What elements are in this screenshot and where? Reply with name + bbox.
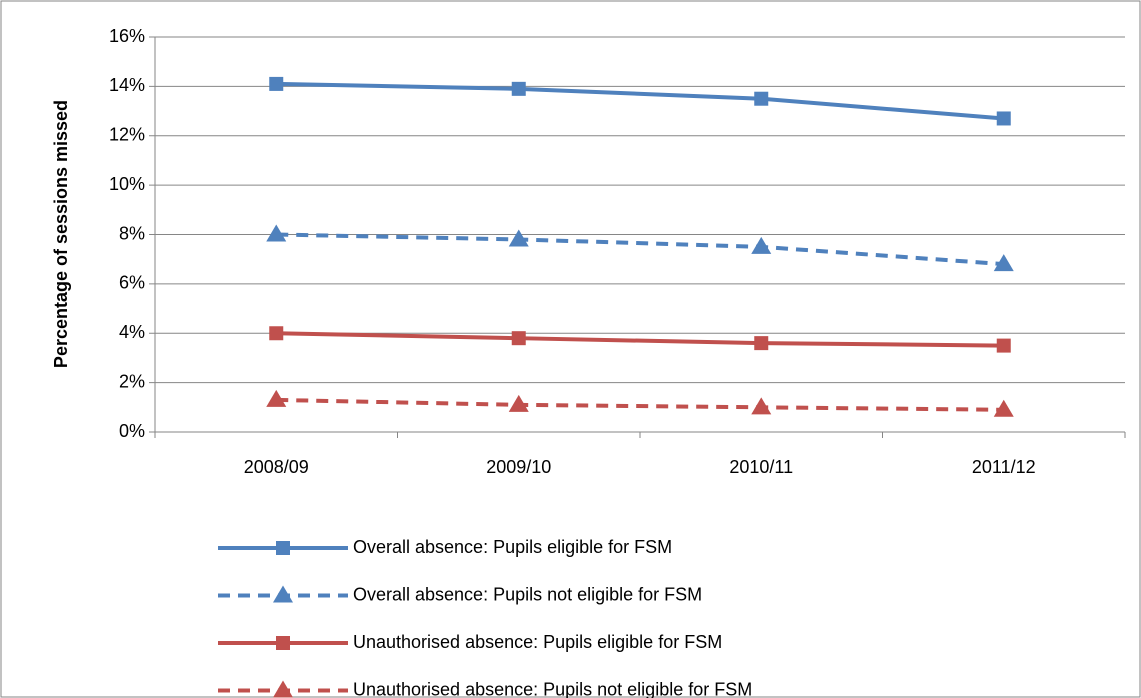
legend-label: Overall absence: Pupils eligible for FSM xyxy=(353,537,672,557)
y-tick-label: 2% xyxy=(119,371,145,391)
marker xyxy=(276,636,290,650)
marker xyxy=(269,326,284,341)
x-tick-label: 2008/09 xyxy=(244,457,309,477)
y-tick-label: 6% xyxy=(119,273,145,293)
marker xyxy=(511,81,526,96)
y-tick-label: 12% xyxy=(109,125,145,145)
legend-label: Unauthorised absence: Pupils not eligibl… xyxy=(353,679,752,698)
marker xyxy=(754,91,769,106)
y-tick-label: 8% xyxy=(119,223,145,243)
legend-label: Unauthorised absence: Pupils eligible fo… xyxy=(353,632,722,652)
y-tick-label: 10% xyxy=(109,174,145,194)
marker xyxy=(751,236,772,254)
marker xyxy=(273,680,293,698)
legend-label: Overall absence: Pupils not eligible for… xyxy=(353,584,702,604)
marker xyxy=(266,389,287,407)
marker xyxy=(508,394,529,412)
series-line xyxy=(276,81,1004,121)
y-tick-label: 0% xyxy=(119,421,145,441)
marker xyxy=(269,76,284,91)
marker xyxy=(754,336,769,351)
marker xyxy=(276,541,290,555)
x-tick-label: 2010/11 xyxy=(729,457,793,477)
marker xyxy=(993,399,1014,417)
marker xyxy=(273,585,293,603)
marker xyxy=(508,229,529,247)
series-line xyxy=(276,331,1004,348)
series-line xyxy=(276,397,1004,412)
y-tick-label: 4% xyxy=(119,322,145,342)
marker xyxy=(751,397,772,415)
x-tick-label: 2009/10 xyxy=(486,457,551,477)
marker xyxy=(996,338,1011,353)
marker xyxy=(266,224,287,242)
marker xyxy=(511,331,526,346)
marker xyxy=(993,254,1014,272)
x-tick-label: 2011/12 xyxy=(972,457,1036,477)
y-tick-label: 14% xyxy=(109,75,145,95)
y-tick-label: 16% xyxy=(109,26,145,46)
marker xyxy=(996,111,1011,126)
series-line xyxy=(276,232,1004,267)
y-axis-label: Percentage of sessions missed xyxy=(51,100,71,368)
